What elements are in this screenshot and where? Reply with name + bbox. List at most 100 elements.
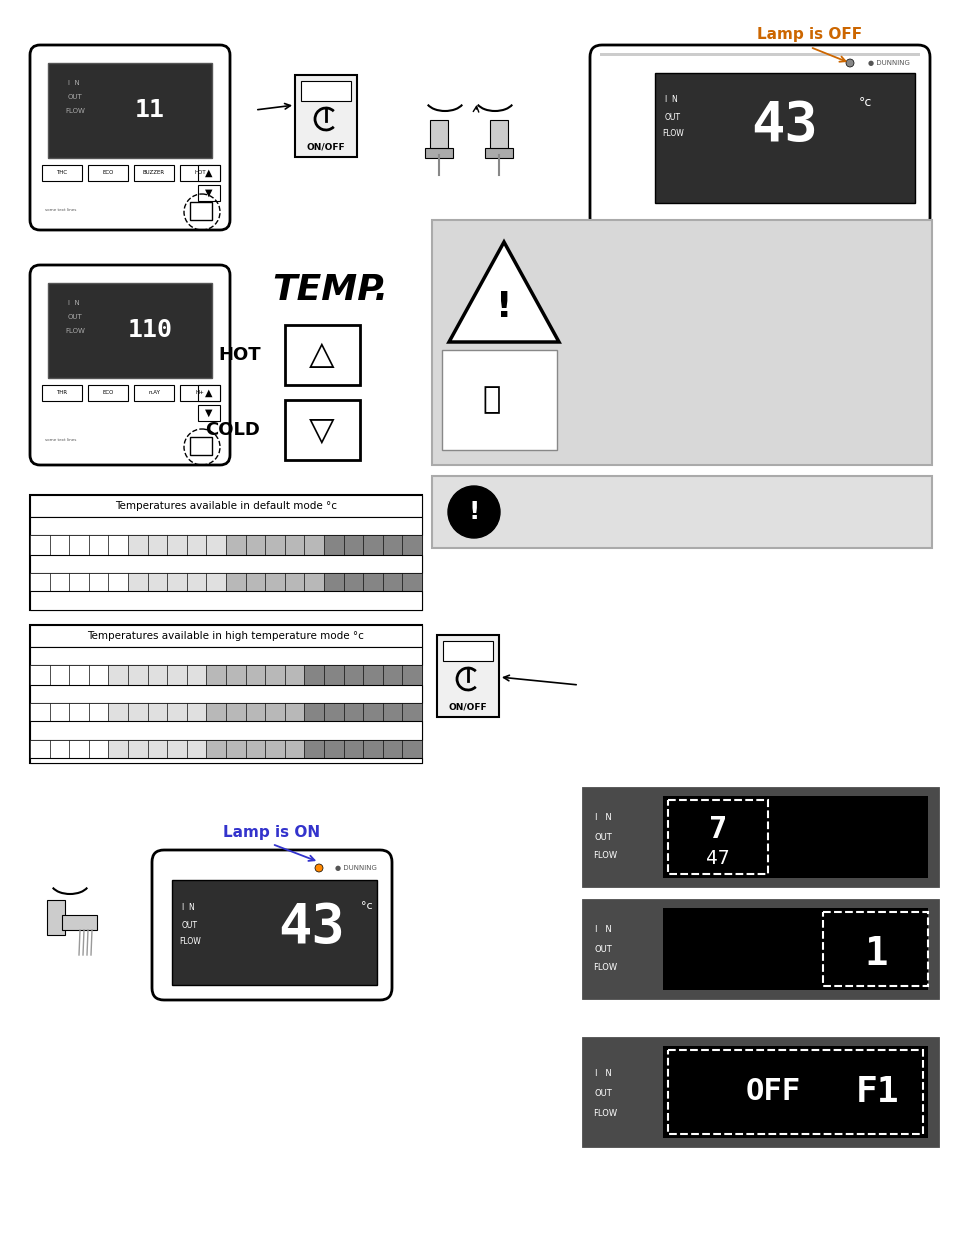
Text: ON/OFF: ON/OFF — [306, 142, 345, 152]
Bar — [265, 664, 285, 685]
Bar — [430, 120, 448, 149]
Bar — [128, 573, 148, 592]
Text: °c: °c — [858, 95, 871, 109]
Bar — [133, 165, 173, 182]
Bar — [109, 535, 128, 555]
Bar — [48, 283, 212, 378]
Bar — [667, 800, 767, 874]
Bar — [402, 535, 421, 555]
Bar — [402, 573, 421, 592]
Text: OUT: OUT — [595, 832, 612, 841]
Bar — [343, 703, 363, 721]
Bar — [42, 165, 82, 182]
Text: ECO: ECO — [102, 390, 113, 395]
Bar — [206, 740, 226, 758]
Bar — [128, 740, 148, 758]
Bar — [167, 535, 187, 555]
Bar — [667, 1050, 923, 1134]
Text: THC: THC — [56, 170, 68, 175]
Bar — [89, 535, 109, 555]
Bar — [128, 664, 148, 685]
Text: 43: 43 — [751, 99, 818, 152]
Text: OUT: OUT — [664, 112, 680, 121]
Text: ▲: ▲ — [205, 388, 213, 398]
Circle shape — [845, 59, 853, 67]
Bar — [324, 664, 343, 685]
Bar — [245, 535, 265, 555]
Bar — [30, 625, 421, 763]
Bar — [655, 73, 914, 203]
Bar — [285, 535, 304, 555]
FancyBboxPatch shape — [152, 850, 392, 1000]
Bar — [70, 535, 89, 555]
Bar — [30, 495, 421, 517]
Text: OUT: OUT — [182, 920, 198, 930]
Bar — [382, 703, 402, 721]
Text: TEMP.: TEMP. — [272, 273, 388, 308]
Text: ▲: ▲ — [205, 168, 213, 178]
Text: I  N: I N — [664, 95, 677, 105]
Text: △: △ — [309, 338, 335, 372]
Bar — [324, 740, 343, 758]
Text: OFF: OFF — [744, 1077, 800, 1107]
Bar — [419, 115, 530, 185]
Bar — [167, 740, 187, 758]
Bar — [148, 664, 167, 685]
Circle shape — [448, 487, 499, 538]
Text: I   N: I N — [595, 1068, 611, 1077]
Text: !: ! — [496, 290, 512, 324]
Text: OUT: OUT — [595, 945, 612, 953]
Bar — [50, 740, 70, 758]
Bar — [285, 740, 304, 758]
Text: ▽: ▽ — [309, 414, 335, 447]
Bar — [109, 703, 128, 721]
Bar — [402, 740, 421, 758]
Bar — [89, 664, 109, 685]
Text: ▼: ▼ — [205, 188, 213, 198]
Circle shape — [314, 864, 323, 872]
Text: ECO: ECO — [102, 170, 113, 175]
Bar — [226, 740, 245, 758]
Bar — [148, 740, 167, 758]
Bar — [245, 573, 265, 592]
Bar — [582, 900, 937, 998]
Bar — [226, 573, 245, 592]
Bar — [324, 535, 343, 555]
Bar — [89, 703, 109, 721]
Bar — [30, 573, 50, 592]
Text: 11: 11 — [135, 98, 165, 122]
Bar — [50, 664, 70, 685]
Bar — [245, 703, 265, 721]
Bar — [822, 911, 927, 986]
Bar — [285, 573, 304, 592]
Bar — [285, 325, 359, 385]
Bar — [662, 797, 927, 878]
Bar — [301, 82, 351, 101]
Bar — [187, 703, 206, 721]
Bar — [62, 915, 97, 930]
Text: FLOW: FLOW — [593, 963, 617, 972]
Bar — [265, 573, 285, 592]
Bar — [109, 740, 128, 758]
Bar — [442, 641, 493, 661]
Bar — [50, 573, 70, 592]
Bar — [285, 664, 304, 685]
Bar — [172, 881, 376, 986]
Text: FLOW: FLOW — [65, 329, 85, 333]
Bar — [206, 703, 226, 721]
Bar — [432, 220, 931, 466]
Bar — [30, 592, 421, 610]
Bar — [206, 535, 226, 555]
Bar — [30, 625, 421, 647]
Text: 1: 1 — [863, 935, 886, 973]
Text: 47: 47 — [705, 848, 729, 867]
Text: n.AY: n.AY — [148, 390, 160, 395]
Text: OUT: OUT — [595, 1088, 612, 1098]
Text: ▼: ▼ — [205, 408, 213, 417]
Text: F1: F1 — [856, 1074, 899, 1109]
Bar — [70, 573, 89, 592]
Text: OUT: OUT — [68, 314, 83, 320]
Bar — [382, 535, 402, 555]
Bar — [206, 664, 226, 685]
Bar — [265, 535, 285, 555]
